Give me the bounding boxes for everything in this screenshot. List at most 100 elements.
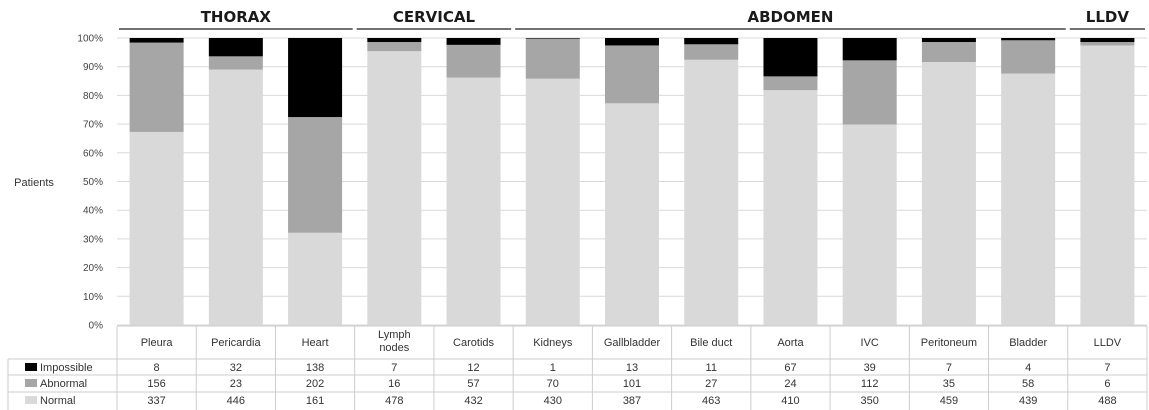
- bar-segment-impossible: [208, 38, 263, 57]
- category-label: Carotids: [453, 337, 494, 349]
- bar-segment-impossible: [842, 38, 897, 61]
- bar-segment-normal: [525, 78, 580, 325]
- table-cell-value: 439: [1019, 395, 1037, 407]
- bar-segment-abnormal: [208, 56, 263, 70]
- y-tick-label: 0%: [89, 321, 104, 332]
- bar-segment-abnormal: [288, 117, 343, 233]
- bar-segment-abnormal: [921, 42, 976, 63]
- bar-segment-impossible: [684, 38, 739, 45]
- bar-segment-impossible: [763, 38, 818, 77]
- table-cell-value: 101: [623, 378, 641, 390]
- bar-segment-normal: [1080, 45, 1135, 325]
- table-cell-value: 23: [230, 378, 242, 390]
- table-cell-value: 459: [940, 395, 958, 407]
- bar-segment-impossible: [921, 38, 976, 43]
- bar-segment-abnormal: [446, 44, 501, 78]
- y-tick-label: 100%: [77, 34, 103, 45]
- table-cell-value: 4: [1025, 362, 1031, 374]
- category-label: nodes: [379, 342, 409, 354]
- y-tick-label: 90%: [83, 62, 103, 73]
- bar-segment-normal: [129, 131, 184, 325]
- table-cell-value: 488: [1098, 395, 1116, 407]
- bar-segment-abnormal: [842, 60, 897, 125]
- bar-segment-normal: [921, 62, 976, 326]
- category-label: Pericardia: [211, 337, 261, 349]
- table-cell-value: 12: [467, 362, 479, 374]
- table-cell-value: 11: [706, 362, 717, 374]
- bar-segment-impossible: [129, 38, 184, 43]
- table-cell-value: 350: [861, 395, 879, 407]
- bar-segment-normal: [842, 124, 897, 325]
- category-label: Kidneys: [533, 337, 573, 349]
- group-title: THORAX: [201, 8, 272, 26]
- table-cell-value: 13: [626, 362, 638, 374]
- table-cell-value: 138: [306, 362, 324, 374]
- table-cell-value: 202: [306, 378, 324, 390]
- group-title: LLDV: [1086, 8, 1130, 26]
- category-label: Peritoneum: [921, 337, 977, 349]
- bar-segment-abnormal: [367, 42, 422, 52]
- bar-segment-normal: [605, 103, 659, 325]
- legend-label: Normal: [40, 395, 75, 407]
- table-cell-value: 7: [946, 362, 952, 374]
- table-cell-value: 7: [1104, 362, 1110, 374]
- y-tick-label: 60%: [83, 148, 103, 159]
- table-cell-value: 27: [705, 378, 717, 390]
- table-cell-value: 32: [230, 362, 242, 374]
- category-label: Aorta: [777, 337, 804, 349]
- table-cell-value: 478: [385, 395, 403, 407]
- bar-segment-normal: [208, 69, 263, 325]
- table-cell-value: 24: [784, 378, 796, 390]
- group-title: CERVICAL: [393, 8, 476, 26]
- bar-segment-impossible: [367, 38, 422, 43]
- bar-segment-normal: [684, 59, 739, 325]
- bar-segment-normal: [367, 51, 422, 325]
- category-label: Pleura: [141, 337, 174, 349]
- table-cell-value: 67: [784, 362, 796, 374]
- table-cell-value: 70: [547, 378, 559, 390]
- table-cell-value: 387: [623, 395, 641, 407]
- bar-segment-abnormal: [684, 44, 739, 60]
- y-tick-label: 30%: [83, 234, 103, 245]
- table-cell-value: 446: [227, 395, 245, 407]
- table-cell-value: 35: [943, 378, 955, 390]
- bar-segment-abnormal: [1001, 40, 1056, 74]
- bar-segment-normal: [288, 232, 343, 325]
- table-cell-value: 57: [467, 378, 479, 390]
- table-cell-value: 112: [861, 378, 879, 390]
- table-cell-value: 430: [544, 395, 562, 407]
- bar-segment-normal: [446, 77, 501, 325]
- y-tick-label: 40%: [83, 206, 103, 217]
- table-cell-value: 8: [154, 362, 160, 374]
- bar-segment-impossible: [1001, 38, 1056, 41]
- table-cell-value: 7: [391, 362, 397, 374]
- y-tick-label: 70%: [83, 120, 103, 131]
- table-cell-value: 410: [781, 395, 799, 407]
- bar-segment-impossible: [1080, 38, 1135, 43]
- legend-swatch-impossible: [25, 363, 37, 371]
- category-label: LLDV: [1094, 337, 1122, 349]
- bar-segment-impossible: [288, 38, 343, 118]
- bar-segment-impossible: [605, 38, 659, 46]
- table-cell-value: 39: [864, 362, 876, 374]
- bar-segment-abnormal: [763, 76, 818, 91]
- table-cell-value: 432: [464, 395, 482, 407]
- category-label: Gallbladder: [604, 337, 661, 349]
- bar-segment-abnormal: [129, 42, 184, 132]
- legend-swatch-normal: [25, 396, 37, 404]
- category-label: Heart: [302, 337, 329, 349]
- category-label: IVC: [861, 337, 879, 349]
- table-cell-value: 16: [388, 378, 400, 390]
- bar-segment-impossible: [525, 38, 580, 39]
- table-cell-value: 6: [1104, 378, 1110, 390]
- y-axis-label: Patients: [14, 177, 54, 189]
- table-cell-value: 58: [1022, 378, 1034, 390]
- legend-label: Abnormal: [40, 378, 87, 390]
- bar-segment-normal: [763, 90, 818, 326]
- category-label: Bile duct: [690, 337, 732, 349]
- y-tick-label: 50%: [83, 177, 103, 188]
- table-cell-value: 1: [550, 362, 556, 374]
- bar-segment-abnormal: [1080, 42, 1135, 46]
- table-cell-value: 463: [702, 395, 720, 407]
